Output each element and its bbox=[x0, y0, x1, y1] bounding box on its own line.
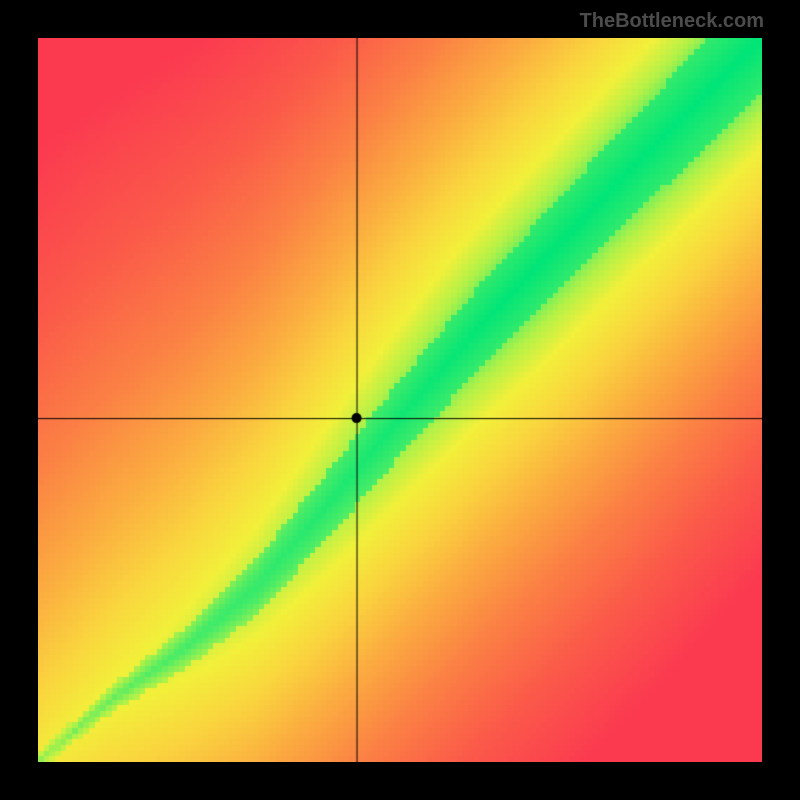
watermark-text: TheBottleneck.com bbox=[580, 10, 764, 33]
chart-container: { "image": { "width": 800, "height": 800… bbox=[0, 0, 800, 800]
bottleneck-heatmap bbox=[38, 38, 762, 762]
